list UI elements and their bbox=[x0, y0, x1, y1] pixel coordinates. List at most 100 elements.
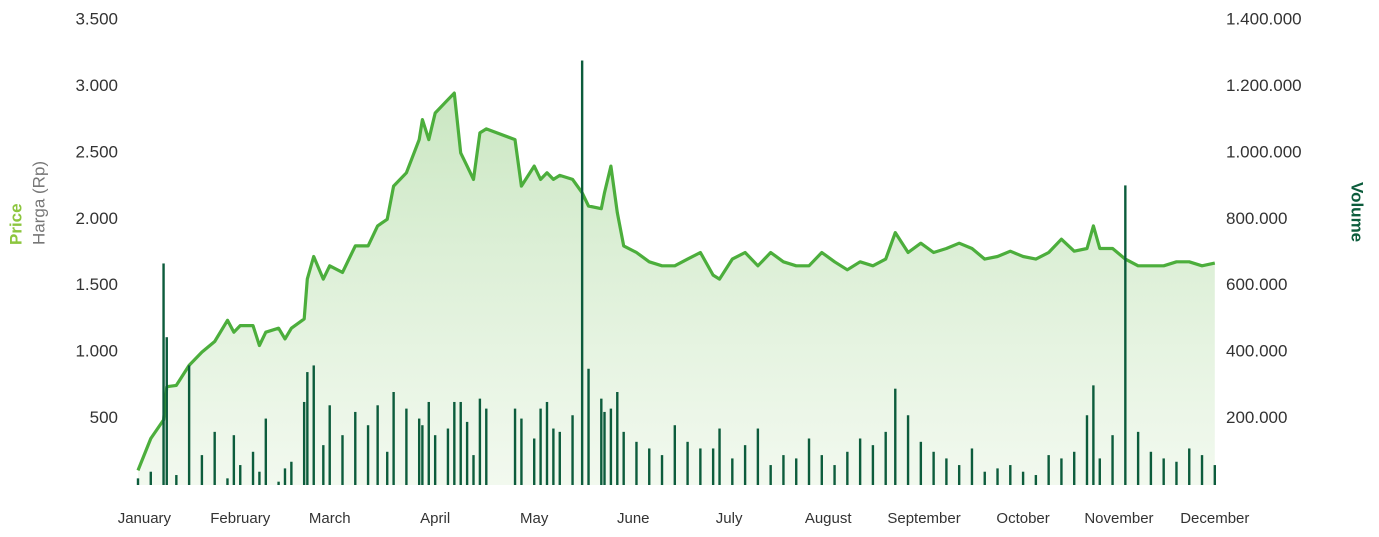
volume-bar bbox=[660, 455, 664, 485]
y2-tick-label: 400.000 bbox=[1226, 342, 1287, 361]
volume-bar bbox=[1060, 458, 1063, 485]
volume-bar bbox=[306, 372, 309, 485]
volume-bar bbox=[743, 445, 747, 485]
volume-bar bbox=[136, 478, 140, 485]
x-tick-label: November bbox=[1084, 510, 1153, 527]
volume-bar bbox=[807, 438, 811, 485]
volume-bar bbox=[446, 428, 450, 485]
volume-bar bbox=[433, 435, 437, 485]
volume-bar bbox=[427, 401, 430, 485]
volume-bar bbox=[616, 392, 619, 485]
volume-bar bbox=[673, 425, 677, 485]
volume-bar bbox=[283, 468, 287, 485]
volume-bar bbox=[162, 263, 165, 485]
volume-bar bbox=[376, 405, 379, 485]
y2-tick-label: 200.000 bbox=[1226, 408, 1287, 427]
volume-bar bbox=[1188, 448, 1191, 485]
volume-bar bbox=[906, 415, 910, 485]
price-line bbox=[136, 91, 1216, 471]
price-area bbox=[138, 93, 1215, 485]
volume-bar bbox=[871, 445, 875, 485]
x-tick-label: April bbox=[420, 510, 450, 527]
volume-bar bbox=[996, 468, 999, 485]
volume-bar bbox=[392, 392, 395, 485]
y2-tick-label: 1.400.000 bbox=[1226, 9, 1302, 28]
volume-bar bbox=[1098, 458, 1101, 485]
x-tick-label: October bbox=[996, 510, 1049, 527]
volume-bar bbox=[366, 425, 370, 485]
volume-bar bbox=[609, 408, 613, 485]
volume-bar bbox=[1124, 185, 1127, 485]
volume-bar bbox=[1092, 385, 1095, 485]
volume-bar bbox=[571, 415, 574, 485]
volume-bar bbox=[421, 425, 424, 485]
x-tick-label: August bbox=[805, 510, 853, 527]
volume-bar bbox=[686, 441, 689, 485]
volume-bar bbox=[1047, 455, 1050, 485]
volume-bar bbox=[884, 431, 887, 485]
y-tick-label: 2.000 bbox=[75, 209, 118, 228]
volume-bar bbox=[769, 465, 772, 485]
volume-bar bbox=[1136, 431, 1140, 485]
volume-bar bbox=[552, 428, 555, 485]
volume-bar bbox=[264, 418, 268, 485]
volume-bar bbox=[175, 475, 178, 485]
y-axis-title: Price bbox=[6, 203, 25, 245]
volume-bar bbox=[919, 441, 923, 485]
volume-bar bbox=[302, 401, 306, 485]
volume-bar bbox=[731, 458, 734, 485]
volume-bar bbox=[417, 418, 421, 485]
volume-bar bbox=[1073, 451, 1076, 485]
y-tick-label: 1.500 bbox=[75, 275, 118, 294]
x-tick-label: May bbox=[520, 510, 549, 527]
volume-bar bbox=[648, 448, 651, 485]
volume-bar bbox=[232, 435, 236, 485]
x-tick-label: February bbox=[210, 510, 271, 527]
volume-bar bbox=[1175, 461, 1178, 485]
volume-bar bbox=[600, 398, 603, 485]
volume-bar bbox=[1149, 451, 1153, 485]
volume-bar bbox=[718, 428, 721, 485]
volume-bar bbox=[149, 471, 152, 485]
volume-bar bbox=[478, 398, 482, 485]
volume-bar bbox=[239, 465, 242, 485]
y2-tick-label: 800.000 bbox=[1226, 209, 1287, 228]
volume-bar bbox=[580, 60, 584, 486]
y2-tick-label: 1.200.000 bbox=[1226, 76, 1302, 95]
y2-tick-label: 600.000 bbox=[1226, 275, 1287, 294]
volume-bar bbox=[322, 445, 325, 485]
volume-bar bbox=[386, 451, 389, 485]
y-tick-label: 3.500 bbox=[75, 9, 118, 28]
volume-bar bbox=[277, 481, 280, 485]
volume-bar bbox=[405, 408, 408, 485]
volume-bar bbox=[820, 455, 823, 485]
volume-bar bbox=[226, 478, 229, 485]
x-tick-label: January bbox=[118, 510, 172, 527]
volume-bar bbox=[341, 435, 344, 485]
y-tick-label: 3.000 bbox=[75, 76, 118, 95]
x-tick-label: December bbox=[1180, 510, 1249, 527]
volume-bar bbox=[833, 465, 836, 485]
volume-bar bbox=[1034, 475, 1038, 485]
y-tick-label: 2.500 bbox=[75, 142, 118, 161]
volume-bar bbox=[312, 365, 315, 485]
volume-bar bbox=[1085, 415, 1089, 485]
volume-bar bbox=[782, 455, 785, 485]
volume-bar bbox=[459, 401, 462, 485]
x-tick-label: June bbox=[617, 510, 650, 527]
volume-bar bbox=[846, 451, 849, 485]
volume-bar bbox=[200, 455, 204, 485]
volume-bar bbox=[453, 401, 456, 485]
volume-bar bbox=[970, 448, 974, 485]
volume-bar bbox=[513, 408, 517, 485]
volume-bar bbox=[635, 441, 638, 485]
volume-bar bbox=[756, 428, 760, 485]
x-tick-label: March bbox=[309, 510, 351, 527]
volume-bar bbox=[603, 411, 606, 485]
volume-bar bbox=[558, 431, 561, 485]
volume-bar bbox=[187, 365, 191, 485]
y2-tick-label: 1.000.000 bbox=[1226, 142, 1302, 161]
volume-bar bbox=[932, 451, 935, 485]
volume-bar bbox=[1213, 465, 1217, 485]
